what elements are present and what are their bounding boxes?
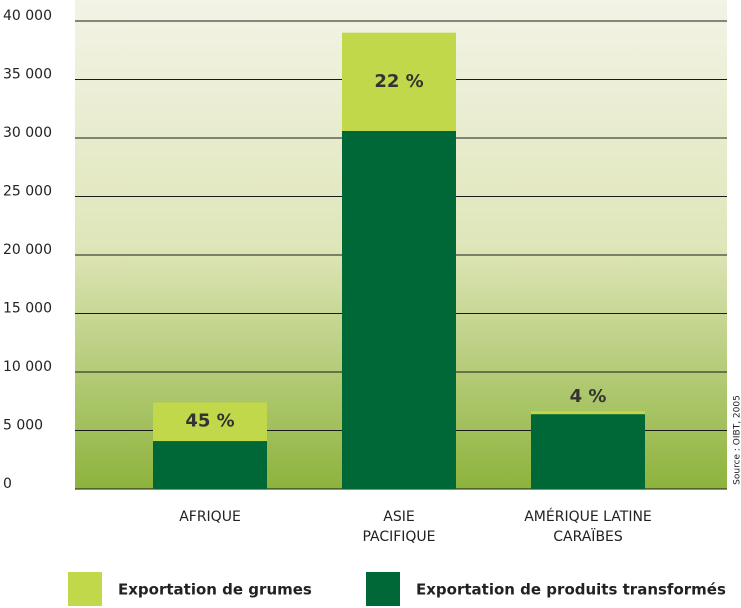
y-tick-label: 20 000 <box>3 242 52 258</box>
y-tick-label: 5 000 <box>3 418 43 434</box>
bar-segment <box>531 414 645 489</box>
source: Source : OIBT, 2005 <box>733 395 741 485</box>
y-tick-label: 15 000 <box>3 301 52 317</box>
bar-segment <box>153 441 267 489</box>
y-tick-label: 30 000 <box>3 125 52 141</box>
legend-label: Exportation de grumes <box>118 581 312 599</box>
legend-swatch <box>68 572 102 606</box>
y-tick-label: 35 000 <box>3 67 52 83</box>
bar-segment <box>342 131 456 489</box>
share-label: 22 % <box>374 71 423 92</box>
x-tick-label: AMÉRIQUE LATINE <box>524 508 652 525</box>
y-tick-label: 25 000 <box>3 184 52 200</box>
chart: Source : OIBT, 2005 0 5 000 10 000 15 000 20… <box>0 0 741 608</box>
x-tick-label: CARAÏBES <box>553 527 623 545</box>
x-tick-label: PACIFIQUE <box>362 529 435 545</box>
legend-label: Exportation de produits transformés <box>416 581 726 599</box>
y-tick-label: 40 000 <box>3 8 52 24</box>
legend-swatch <box>366 572 400 606</box>
share-label: 45 % <box>185 411 234 432</box>
bar-segment <box>531 411 645 414</box>
y-tick-label: 0 <box>3 476 12 492</box>
share-label: 4 % <box>570 386 607 407</box>
y-tick-label: 10 000 <box>3 359 52 375</box>
x-tick-label: ASIE <box>383 509 414 525</box>
x-tick-label: AFRIQUE <box>179 509 241 525</box>
